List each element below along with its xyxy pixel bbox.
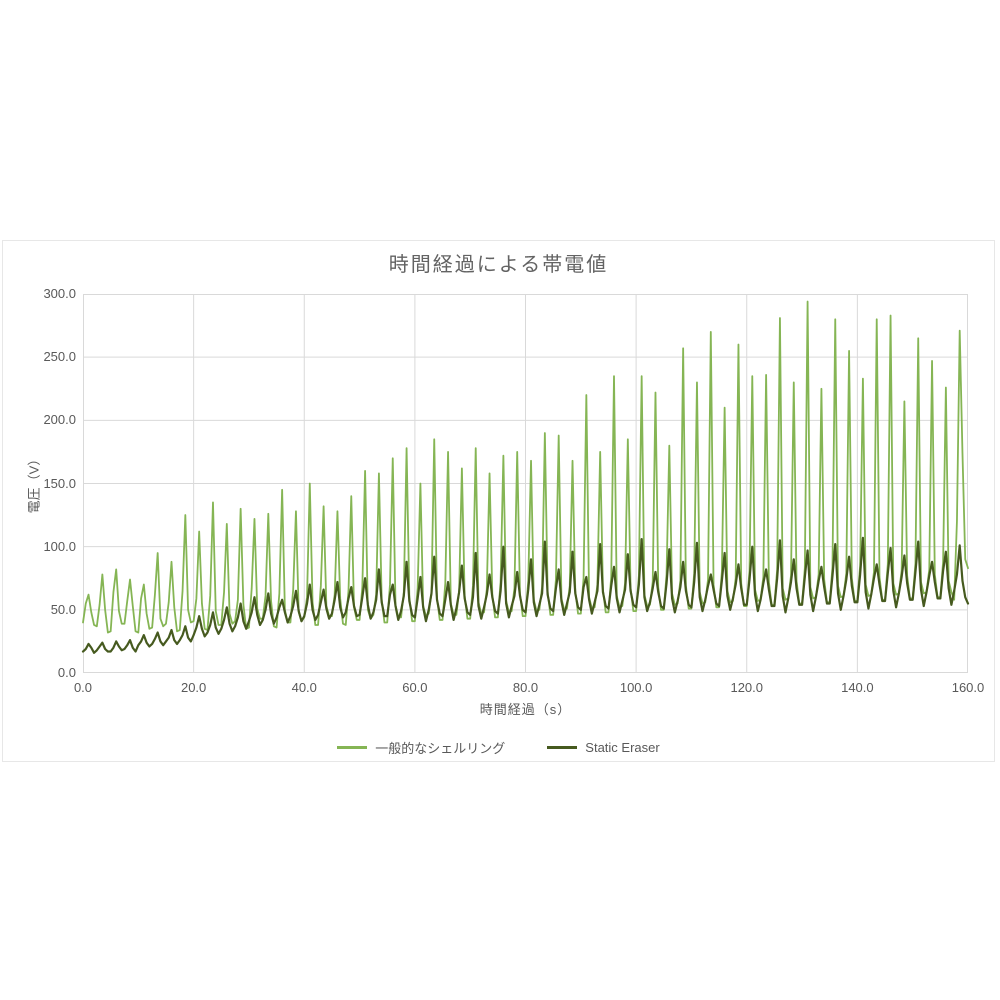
plot-area (81, 294, 970, 673)
legend-label-series-2: Static Eraser (585, 740, 660, 755)
x-tick-label: 40.0 (291, 680, 317, 695)
y-tick-label: 100.0 (43, 538, 76, 554)
plot-svg (81, 294, 970, 673)
y-tick-label: 50.0 (50, 601, 76, 617)
x-tick-label: 160.0 (951, 680, 985, 695)
series-line-2 (81, 536, 970, 654)
legend-line-swatch-dark-green (547, 746, 578, 749)
x-tick-label: 60.0 (402, 680, 428, 695)
x-tick-label: 80.0 (512, 680, 539, 695)
legend-item-series-2: Static Eraser (547, 740, 660, 755)
legend-label-series-1: 一般的なシェルリング (375, 741, 506, 756)
y-tick-label: 200.0 (43, 412, 76, 428)
plot-border (83, 294, 968, 673)
chart-container: 時間経過による帯電値 電圧（V） 0.0 50.0 100.0 150.0 200.0 2… (2, 240, 995, 762)
legend-item-series-1: 一般的なシェルリング (337, 738, 505, 757)
legend: 一般的なシェルリング Static Eraser (3, 738, 994, 757)
x-tick-label: 0.0 (73, 680, 93, 695)
y-tick-label: 250.0 (43, 349, 76, 365)
x-tick-label: 120.0 (730, 680, 764, 695)
series-line-1 (82, 300, 969, 634)
x-tick-label: 20.0 (180, 680, 207, 695)
y-tick-label: 300.0 (43, 286, 76, 301)
y-tick-label: 0.0 (57, 665, 76, 680)
x-axis-title: 時間経過（s） (479, 702, 572, 717)
x-tick-label: 100.0 (619, 680, 653, 695)
x-tick-label: 140.0 (841, 680, 874, 695)
chart-title: 時間経過による帯電値 (388, 254, 609, 276)
y-tick-label: 150.0 (43, 475, 76, 491)
legend-line-swatch-light-green (337, 746, 368, 749)
